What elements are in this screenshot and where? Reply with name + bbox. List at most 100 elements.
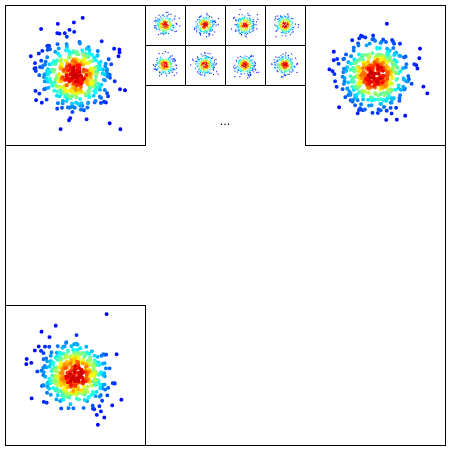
scatter-dot	[289, 64, 291, 66]
scatter-dot	[393, 88, 398, 92]
scatter-dot	[204, 64, 207, 66]
scatter-dot	[103, 64, 108, 69]
scatter-dot	[161, 63, 163, 65]
scatter-dot	[239, 28, 241, 30]
scatter-dot	[252, 26, 254, 28]
scatter-dot	[74, 60, 78, 65]
scatter-dot	[245, 63, 247, 65]
scatter-dot	[74, 333, 79, 337]
scatter-dot	[98, 386, 102, 391]
scatter-dot	[210, 19, 212, 22]
scatter-dot	[116, 54, 121, 59]
scatter-dot	[162, 69, 164, 71]
scatter-dot	[67, 52, 72, 57]
scatter-dot	[204, 51, 206, 54]
scatter-dot	[175, 67, 178, 69]
scatter-dot	[77, 376, 82, 380]
scatter-dot	[284, 19, 286, 21]
scatter-dot	[89, 373, 94, 378]
scatter-dot	[199, 60, 201, 63]
scatter-dot	[123, 88, 127, 93]
scatter-dot	[164, 51, 166, 53]
scatter-dot	[167, 17, 169, 19]
scatter-dot	[239, 69, 241, 71]
scatter-dot	[54, 350, 59, 355]
scatter-dot	[198, 28, 200, 30]
scatter-dot	[212, 69, 215, 71]
scatter-dot	[253, 61, 255, 63]
scatter-dot	[208, 21, 210, 23]
scatter-dot	[47, 335, 52, 339]
scatter-dot	[245, 22, 247, 24]
scatter-dot	[288, 31, 290, 33]
scatter-dot	[172, 27, 174, 29]
scatter-dot	[44, 97, 49, 102]
scatter-dot	[243, 20, 245, 22]
scatter-dot	[206, 59, 208, 61]
scatter-dot	[337, 105, 341, 110]
scatter-dot	[284, 28, 286, 30]
scatter-dot	[382, 105, 386, 109]
scatter-dot	[398, 93, 402, 98]
scatter-dot	[285, 61, 287, 63]
scatter-dot	[239, 23, 242, 25]
scatter-dot	[168, 73, 170, 75]
scatter-dot	[214, 64, 216, 66]
scatter-dot	[385, 21, 389, 26]
scatter-dot	[277, 28, 279, 30]
scatter-dot	[172, 59, 174, 61]
scatter-dot	[89, 393, 94, 397]
scatter-dot	[256, 28, 258, 30]
scatter-dot	[357, 52, 361, 57]
scatter-dot	[240, 25, 242, 27]
scatter-dot	[388, 80, 392, 84]
scatter-dot	[372, 76, 377, 81]
scatter-dot	[209, 72, 211, 74]
scatter-dot	[162, 30, 164, 32]
scatter-dot	[162, 53, 164, 55]
scatter-dot	[355, 111, 360, 116]
scatter-dot	[72, 72, 76, 77]
scatter-dot	[88, 357, 93, 362]
scatter-dot	[251, 69, 253, 72]
scatter-dot	[197, 62, 199, 64]
scatter-dot	[289, 70, 291, 72]
scatter-dot	[292, 18, 294, 20]
scatter-dot	[74, 95, 79, 99]
scatter-dot	[106, 57, 111, 62]
scatter-dot	[69, 89, 74, 94]
scatter-dot	[94, 72, 99, 76]
scatter-dot	[246, 66, 248, 69]
scatter-dot	[361, 97, 365, 102]
scatter-dot	[280, 67, 282, 69]
scatter-dot	[157, 68, 159, 70]
scatter-dot	[39, 58, 44, 63]
scatter-dot	[86, 93, 91, 97]
scatter-dot	[37, 91, 42, 96]
scatter-dot	[92, 67, 96, 71]
scatter-dot	[282, 21, 284, 23]
scatter-dot	[283, 23, 285, 25]
scatter-dot	[283, 73, 285, 75]
scatter-dot	[280, 17, 282, 19]
scatter-dot	[217, 73, 219, 75]
scatter-dot	[256, 21, 258, 23]
scatter-dot	[274, 64, 276, 66]
scatter-dot	[401, 76, 406, 81]
scatter-dot	[208, 69, 210, 71]
scatter-dot	[345, 86, 350, 91]
scatter-dot	[280, 19, 282, 21]
scatter-dot	[79, 388, 84, 392]
scatter-dot	[284, 57, 286, 59]
scatter-dot	[293, 66, 296, 68]
scatter-dot	[163, 67, 166, 69]
scatter-dot	[357, 66, 362, 70]
scatter-dot	[278, 65, 280, 67]
scatter-dot	[164, 28, 166, 31]
scatter-dot	[208, 62, 210, 64]
scatter-dot	[104, 366, 108, 371]
scatter-dot	[250, 60, 252, 62]
scatter-dot	[39, 329, 44, 334]
scatter-dot	[349, 54, 353, 59]
scatter-dot	[41, 63, 46, 68]
